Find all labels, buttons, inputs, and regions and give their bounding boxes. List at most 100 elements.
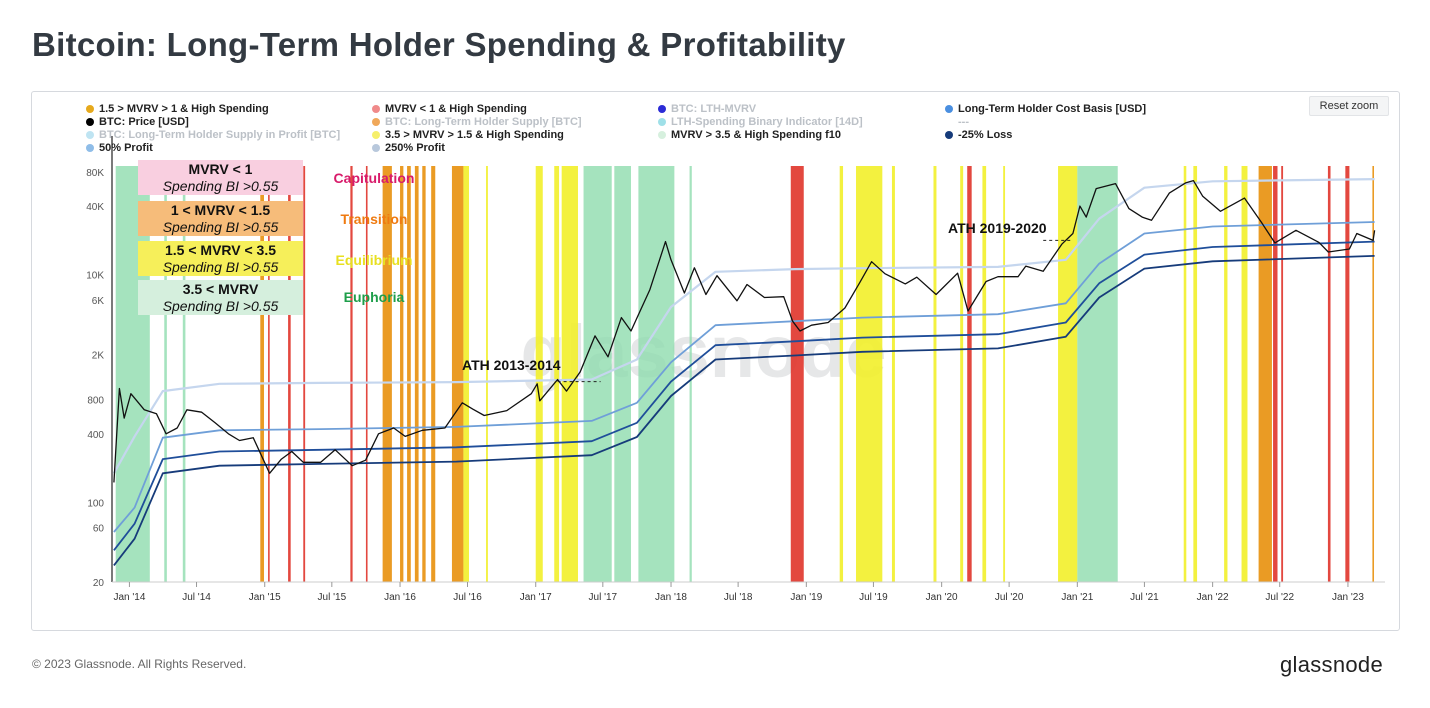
legend-label: BTC: Long-Term Holder Supply [BTC] bbox=[385, 115, 582, 128]
series-line-profit50 bbox=[113, 221, 1375, 533]
legend-item[interactable]: 50% Profit bbox=[86, 141, 153, 154]
legend-item[interactable]: MVRV > 3.5 & High Spending f10 bbox=[658, 128, 841, 141]
spending-band-orange bbox=[1372, 166, 1375, 582]
legend-label: MVRV > 3.5 & High Spending f10 bbox=[671, 128, 842, 141]
legend-item[interactable]: BTC: LTH-MVRV bbox=[658, 102, 756, 115]
x-tick-label: Jul '19 bbox=[859, 592, 888, 603]
spending-band-orange bbox=[414, 166, 419, 582]
legend-label: 3.5 > MVRV > 1.5 & High Spending bbox=[385, 128, 564, 141]
legend-item[interactable]: MVRV < 1 & High Spending bbox=[372, 102, 527, 115]
phase-condition: 1.5 < MVRV < 3.5 bbox=[164, 242, 277, 258]
annotation-ath-2013-2014: ATH 2013-2014 bbox=[462, 357, 561, 373]
y-tick-label: 6K bbox=[92, 296, 105, 307]
legend-label: 1.5 > MVRV > 1 & High Spending bbox=[99, 102, 269, 115]
series-line-loss25 bbox=[113, 255, 1375, 566]
x-tick-label: Jan '19 bbox=[790, 592, 822, 603]
spending-band-orange bbox=[422, 166, 426, 582]
x-tick-label: Jul '17 bbox=[589, 592, 618, 603]
y-tick-label: 2K bbox=[92, 350, 105, 361]
copyright-footer: © 2023 Glassnode. All Rights Reserved. bbox=[32, 657, 247, 671]
legend-label: BTC: LTH-MVRV bbox=[671, 102, 757, 115]
legend-item[interactable]: LTH-Spending Binary Indicator [14D] bbox=[658, 115, 863, 128]
spending-band-red bbox=[1273, 166, 1278, 582]
y-tick-label: 20 bbox=[93, 578, 105, 589]
legend-dot bbox=[372, 117, 380, 126]
phase-spending: Spending BI >0.55 bbox=[162, 298, 279, 314]
spending-band-green bbox=[164, 166, 167, 582]
x-tick-label: Jul '16 bbox=[453, 592, 482, 603]
spending-band-yellow bbox=[561, 166, 578, 582]
y-tick-label: 400 bbox=[87, 430, 104, 441]
x-tick-label: Jul '15 bbox=[318, 592, 347, 603]
spending-band-yellow bbox=[839, 166, 844, 582]
spending-band-green bbox=[614, 166, 631, 582]
legend-label: BTC: Long-Term Holder Supply in Profit [… bbox=[99, 128, 341, 141]
y-tick-label: 80K bbox=[86, 168, 104, 179]
series-line-profit250 bbox=[112, 178, 1375, 474]
spending-band-orange bbox=[1258, 166, 1272, 582]
phase-condition: 1 < MVRV < 1.5 bbox=[170, 202, 271, 218]
legend-label: Long-Term Holder Cost Basis [USD] bbox=[958, 102, 1147, 115]
y-tick-label: 100 bbox=[87, 498, 104, 509]
spending-band-red bbox=[1327, 166, 1331, 582]
x-tick-label: Jan '20 bbox=[926, 592, 958, 603]
legend-label: MVRV < 1 & High Spending bbox=[385, 102, 527, 115]
x-tick-label: Jul '20 bbox=[995, 592, 1024, 603]
legend-dot bbox=[658, 104, 666, 113]
legend-item[interactable]: 250% Profit bbox=[372, 141, 445, 154]
legend-item[interactable]: 3.5 > MVRV > 1.5 & High Spending bbox=[372, 128, 564, 141]
legend-dot bbox=[86, 117, 94, 126]
reset-zoom-button[interactable]: Reset zoom bbox=[1309, 96, 1389, 116]
legend-item[interactable]: BTC: Long-Term Holder Supply in Profit [… bbox=[86, 128, 340, 141]
legend-item[interactable]: Long-Term Holder Cost Basis [USD] bbox=[945, 102, 1146, 115]
phase-name-transition: Transition bbox=[340, 211, 408, 227]
x-tick-label: Jan '16 bbox=[384, 592, 416, 603]
spending-band-red bbox=[967, 166, 972, 582]
x-tick-label: Jan '14 bbox=[113, 592, 145, 603]
legend-label: 50% Profit bbox=[99, 141, 153, 154]
x-tick-label: Jan '17 bbox=[520, 592, 552, 603]
legend-item[interactable]: 1.5 > MVRV > 1 & High Spending bbox=[86, 102, 269, 115]
x-tick-label: Jan '23 bbox=[1332, 592, 1364, 603]
spending-band-red bbox=[268, 166, 270, 582]
phase-name-equilibrium: Equilibrium bbox=[335, 252, 413, 268]
y-tick-label: 40K bbox=[86, 202, 104, 213]
y-tick-label: 10K bbox=[86, 271, 104, 282]
annotation-ath-2019-2020: ATH 2019-2020 bbox=[948, 220, 1047, 236]
spending-band-red bbox=[303, 166, 306, 582]
spending-band-red bbox=[365, 166, 368, 582]
spending-band-green bbox=[182, 166, 186, 582]
legend-item[interactable]: -25% Loss bbox=[945, 128, 1012, 141]
spending-band-red bbox=[288, 166, 291, 582]
chart-panel: glassnode 20 60 100 400 800 2K 6K 10K 40K 80K Jan '… bbox=[31, 91, 1400, 631]
y-tick-label: 60 bbox=[93, 524, 105, 535]
x-tick-label: Jul '14 bbox=[182, 592, 211, 603]
legend-label: --- bbox=[958, 115, 969, 128]
legend-item[interactable]: --- bbox=[958, 115, 969, 128]
spending-band-yellow bbox=[856, 166, 883, 582]
page-title: Bitcoin: Long-Term Holder Spending & Pro… bbox=[32, 26, 846, 63]
spending-band-green bbox=[689, 166, 692, 582]
spending-band-orange bbox=[382, 166, 392, 582]
legend-dot bbox=[86, 130, 94, 139]
y-tick-label: 800 bbox=[87, 396, 104, 407]
phase-box-capitulation: MVRV < 1 Spending BI >0.55 bbox=[138, 160, 303, 195]
x-tick-label: Jan '21 bbox=[1061, 592, 1093, 603]
phase-spending: Spending BI >0.55 bbox=[162, 259, 279, 275]
series-line-lth_cost_basis bbox=[113, 240, 1375, 551]
spending-band-green bbox=[583, 166, 612, 582]
spending-band-yellow bbox=[1183, 166, 1187, 582]
legend-dot bbox=[658, 130, 666, 139]
legend-item[interactable]: BTC: Price [USD] bbox=[86, 115, 189, 128]
spending-band-yellow bbox=[933, 166, 937, 582]
legend-dot bbox=[945, 104, 953, 113]
phase-name-euphoria: Euphoria bbox=[343, 289, 405, 305]
spending-band-yellow bbox=[535, 166, 543, 582]
legend-label: 250% Profit bbox=[385, 141, 445, 154]
spending-band-green bbox=[1077, 166, 1118, 582]
spending-band-yellow bbox=[891, 166, 895, 582]
phase-condition: MVRV < 1 bbox=[188, 161, 253, 177]
phase-spending: Spending BI >0.55 bbox=[162, 219, 279, 235]
legend-dot bbox=[372, 130, 380, 139]
legend-item[interactable]: BTC: Long-Term Holder Supply [BTC] bbox=[372, 115, 582, 128]
